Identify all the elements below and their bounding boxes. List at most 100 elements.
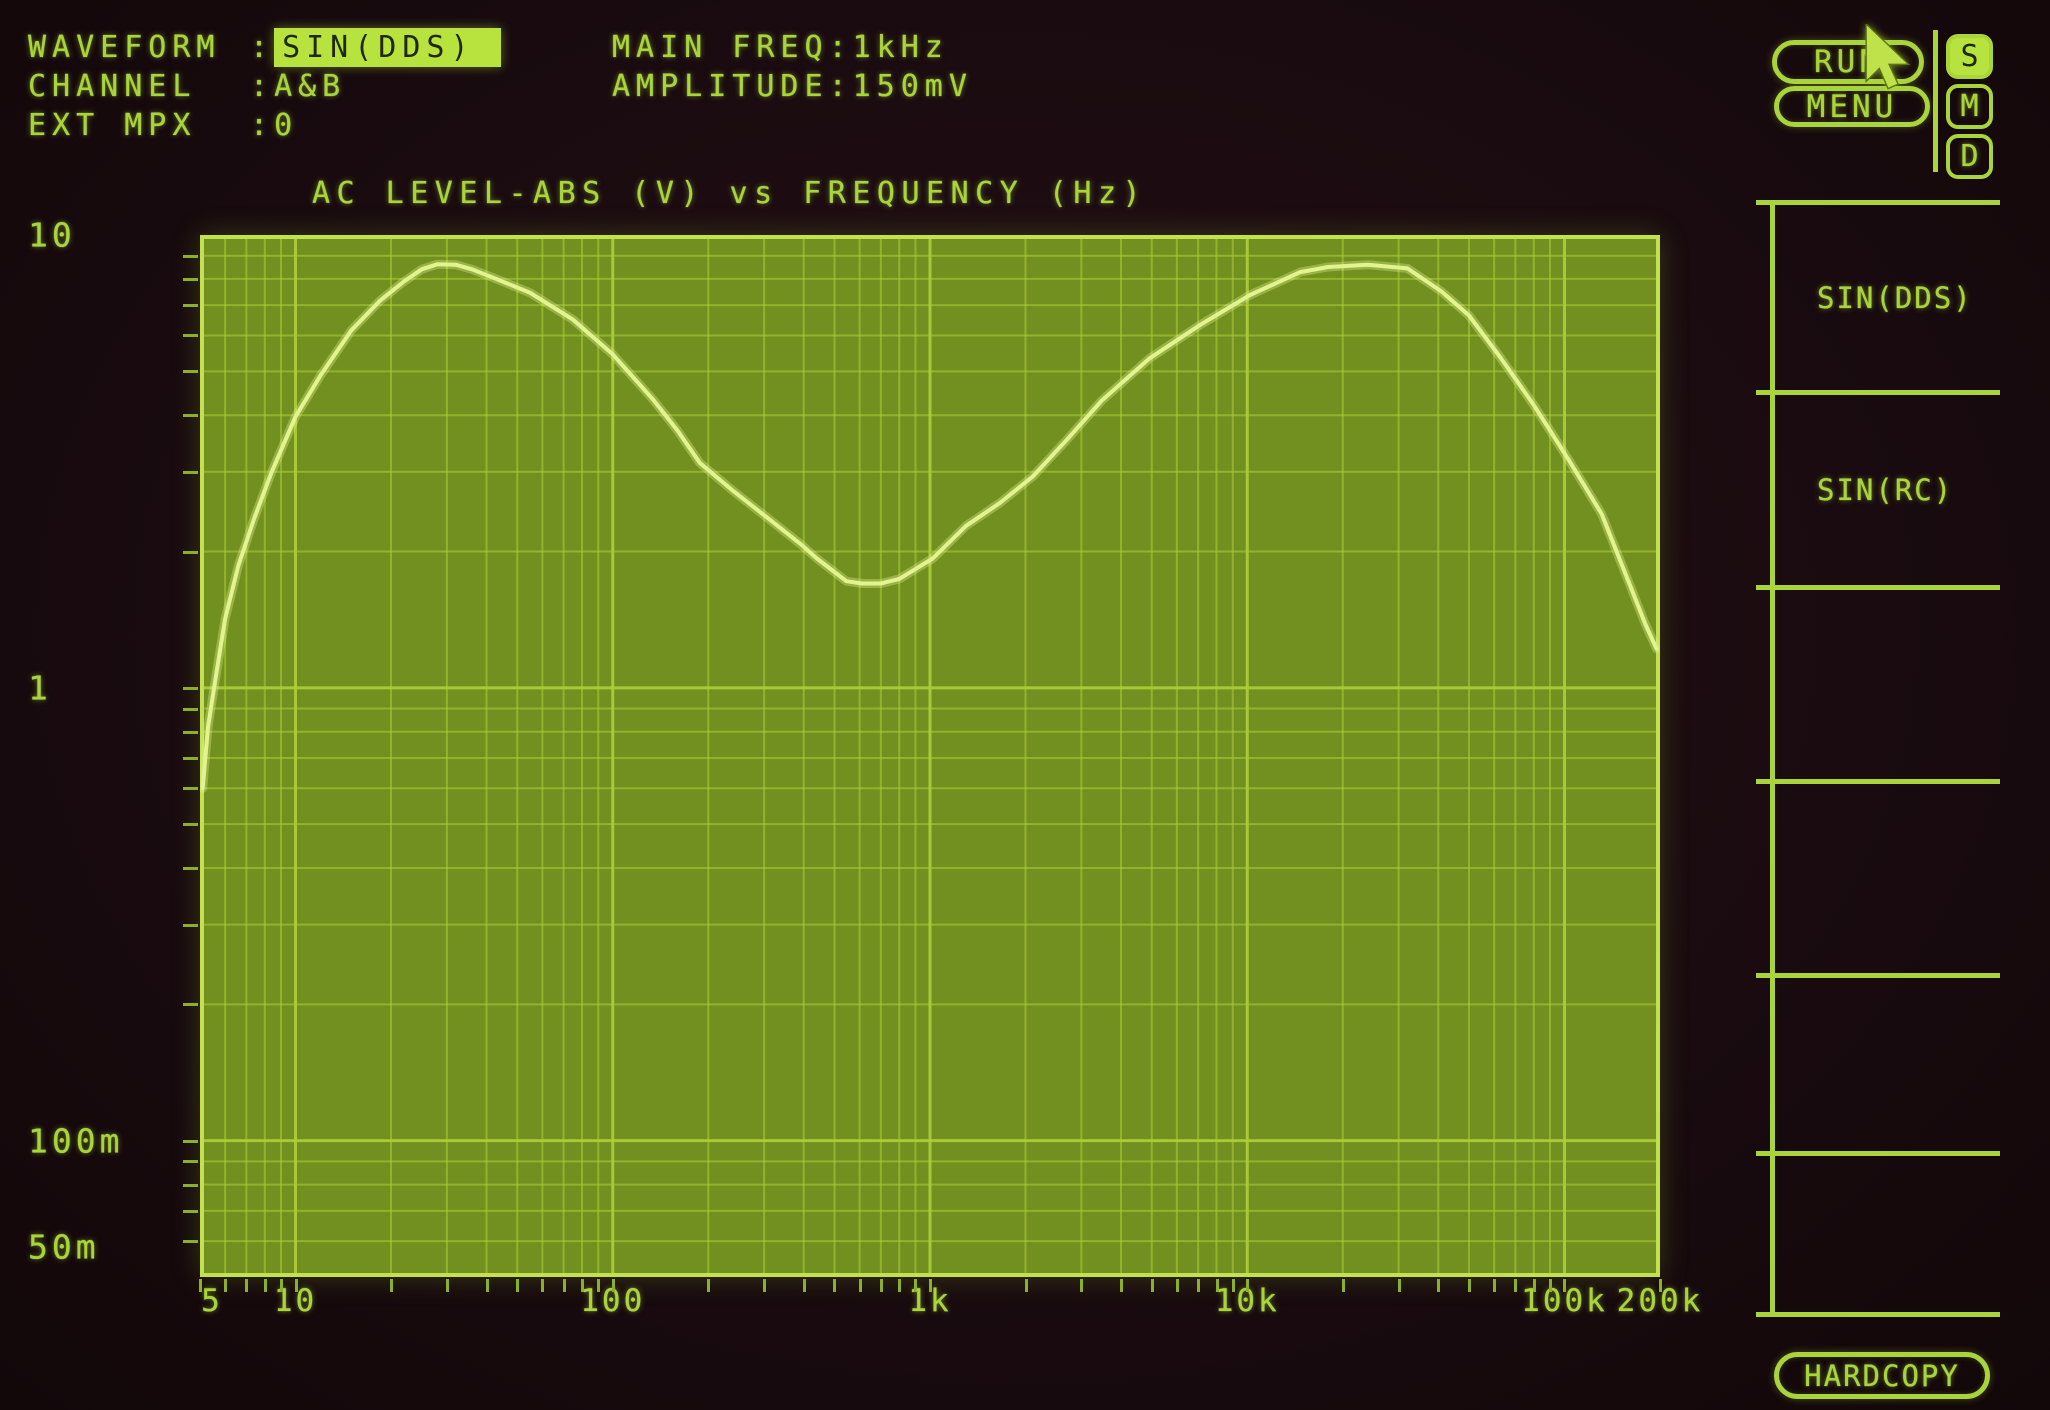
axis-tick xyxy=(183,470,198,474)
field-ext-mpx: EXT MPX:0 xyxy=(28,106,501,145)
field-main-freq: MAIN FREQ:1kHz xyxy=(612,28,973,67)
axis-tick xyxy=(183,1139,198,1143)
axis-tick xyxy=(183,923,198,927)
axis-tick xyxy=(1397,1279,1401,1292)
axis-tick xyxy=(1548,1279,1552,1292)
axis-tick xyxy=(183,787,198,791)
field-label: AMPLITUDE xyxy=(612,69,829,104)
axis-tick xyxy=(445,1279,449,1292)
axis-tick xyxy=(833,1279,837,1292)
y-tick-label: 10 xyxy=(28,215,76,255)
axis-tick xyxy=(1437,1279,1441,1292)
softkey-sin-dds[interactable]: SIN(DDS) xyxy=(1756,200,2000,390)
field-separator: : xyxy=(250,30,275,65)
axis-tick xyxy=(279,1279,283,1292)
axis-tick xyxy=(802,1279,806,1292)
axis-tick xyxy=(1231,1279,1235,1292)
x-tick-label: 100 xyxy=(580,1283,646,1319)
axis-tick xyxy=(183,1183,198,1187)
axis-tick xyxy=(390,1279,393,1292)
x-tick-label: 200k xyxy=(1616,1283,1704,1319)
y-tick-label: 50m xyxy=(28,1227,100,1267)
status-badge-s: S xyxy=(1946,34,1993,79)
status-badge-m: M xyxy=(1946,84,1993,129)
axis-tick xyxy=(263,1279,267,1292)
axis-tick xyxy=(1563,1279,1567,1292)
axis-tick xyxy=(1246,1279,1250,1292)
chart-plot-area xyxy=(200,235,1660,1277)
axis-tick xyxy=(183,756,198,760)
field-waveform: WAVEFORM: SIN(DDS) xyxy=(28,28,501,67)
softkey-4[interactable] xyxy=(1756,779,2000,973)
main-freq-value[interactable]: 1kHz xyxy=(852,30,949,65)
field-separator: : xyxy=(828,69,853,104)
axis-tick xyxy=(879,1279,883,1292)
softkey-3[interactable] xyxy=(1756,585,2000,779)
softkey-sin-rc[interactable]: SIN(RC) xyxy=(1756,390,2000,585)
axis-tick xyxy=(183,304,198,308)
axis-tick xyxy=(1493,1279,1497,1292)
axis-tick xyxy=(485,1279,489,1292)
generator-panel: MAIN FREQ:1kHz AMPLITUDE:150mV xyxy=(612,28,973,106)
axis-tick xyxy=(183,1240,198,1244)
axis-tick xyxy=(914,1279,918,1292)
axis-tick xyxy=(245,1279,249,1292)
menu-button[interactable]: MENU xyxy=(1774,86,1930,127)
status-badges: S M D xyxy=(1946,34,1994,184)
x-tick-label: 10k xyxy=(1214,1283,1280,1319)
axis-tick xyxy=(1024,1279,1028,1292)
axis-tick xyxy=(183,686,198,690)
axis-tick xyxy=(763,1279,767,1292)
axis-tick xyxy=(183,414,198,418)
axis-tick xyxy=(183,550,198,554)
softkey-6[interactable] xyxy=(1756,1151,2000,1317)
axis-tick xyxy=(224,1279,228,1292)
field-separator: : xyxy=(250,69,275,104)
field-label: WAVEFORM xyxy=(28,30,221,65)
parameter-panel: WAVEFORM: SIN(DDS) CHANNEL: A&B EXT MPX:0 xyxy=(28,28,501,145)
axis-tick xyxy=(1514,1279,1518,1292)
axis-tick xyxy=(294,1279,298,1292)
axis-tick xyxy=(183,1160,198,1164)
softkey-panel: SIN(DDS) SIN(RC) xyxy=(1756,200,2000,1317)
hardcopy-button[interactable]: HARDCOPY xyxy=(1774,1352,1990,1399)
axis-tick xyxy=(581,1279,584,1292)
axis-tick xyxy=(1467,1279,1471,1292)
axis-tick xyxy=(183,334,198,338)
axis-tick xyxy=(183,707,198,711)
amplitude-value[interactable]: 150mV xyxy=(852,69,973,104)
ext-mpx-value[interactable]: 0 xyxy=(274,108,299,143)
axis-tick xyxy=(611,1279,615,1292)
axis-tick xyxy=(858,1279,862,1292)
y-tick-label: 100m xyxy=(28,1121,124,1161)
waveform-value-selected[interactable]: SIN(DDS) xyxy=(274,28,501,67)
field-channel: CHANNEL: A&B xyxy=(28,67,501,106)
x-tick-label: 5 xyxy=(201,1283,223,1319)
axis-tick xyxy=(707,1279,711,1292)
axis-tick xyxy=(516,1279,520,1292)
field-separator: : xyxy=(828,30,853,65)
axis-tick xyxy=(183,254,198,258)
hardcopy-button-label: HARDCOPY xyxy=(1804,1358,1960,1393)
axis-tick xyxy=(597,1279,601,1292)
axis-tick xyxy=(183,867,198,871)
mouse-pointer-icon xyxy=(1865,24,1911,90)
axis-tick xyxy=(1150,1279,1154,1292)
channel-value[interactable]: A&B xyxy=(274,69,347,104)
field-amplitude: AMPLITUDE:150mV xyxy=(612,67,973,106)
chart-title: AC LEVEL-ABS (V) vs FREQUENCY (Hz) xyxy=(312,176,1148,211)
axis-tick xyxy=(1120,1279,1123,1292)
axis-tick xyxy=(1080,1279,1084,1292)
softkey-5[interactable] xyxy=(1756,973,2000,1151)
axis-tick xyxy=(1215,1279,1219,1292)
header-divider xyxy=(1933,30,1938,172)
axis-tick xyxy=(183,730,198,734)
axis-tick xyxy=(1341,1279,1345,1292)
field-label: CHANNEL xyxy=(28,69,197,104)
axis-tick xyxy=(183,1003,198,1007)
axis-tick xyxy=(199,1279,202,1292)
axis-tick xyxy=(1532,1279,1536,1292)
axis-tick xyxy=(183,823,198,827)
axis-tick xyxy=(1659,1279,1662,1292)
